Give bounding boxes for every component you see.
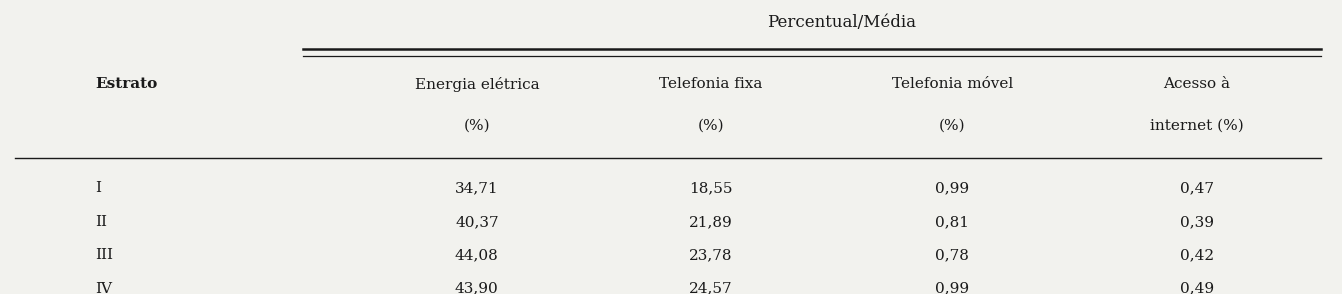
Text: Estrato: Estrato [95, 77, 157, 91]
Text: Telefonia móvel: Telefonia móvel [891, 77, 1013, 91]
Text: 24,57: 24,57 [690, 282, 733, 294]
Text: Percentual/Média: Percentual/Média [768, 14, 917, 31]
Text: (%): (%) [698, 119, 725, 133]
Text: 23,78: 23,78 [690, 248, 733, 262]
Text: III: III [95, 248, 113, 262]
Text: 0,47: 0,47 [1180, 181, 1213, 196]
Text: (%): (%) [939, 119, 965, 133]
Text: (%): (%) [463, 119, 490, 133]
Text: 0,78: 0,78 [935, 248, 969, 262]
Text: IV: IV [95, 282, 113, 294]
Text: 43,90: 43,90 [455, 282, 499, 294]
Text: 18,55: 18,55 [690, 181, 733, 196]
Text: 0,81: 0,81 [935, 215, 969, 229]
Text: I: I [95, 181, 101, 196]
Text: 0,42: 0,42 [1180, 248, 1213, 262]
Text: Telefonia fixa: Telefonia fixa [659, 77, 762, 91]
Text: 40,37: 40,37 [455, 215, 499, 229]
Text: 44,08: 44,08 [455, 248, 499, 262]
Text: Energia elétrica: Energia elétrica [415, 77, 539, 92]
Text: 0,49: 0,49 [1180, 282, 1213, 294]
Text: 34,71: 34,71 [455, 181, 499, 196]
Text: Acesso à: Acesso à [1164, 77, 1231, 91]
Text: 0,39: 0,39 [1180, 215, 1213, 229]
Text: internet (%): internet (%) [1150, 119, 1244, 133]
Text: 21,89: 21,89 [690, 215, 733, 229]
Text: II: II [95, 215, 107, 229]
Text: 0,99: 0,99 [935, 181, 969, 196]
Text: 0,99: 0,99 [935, 282, 969, 294]
